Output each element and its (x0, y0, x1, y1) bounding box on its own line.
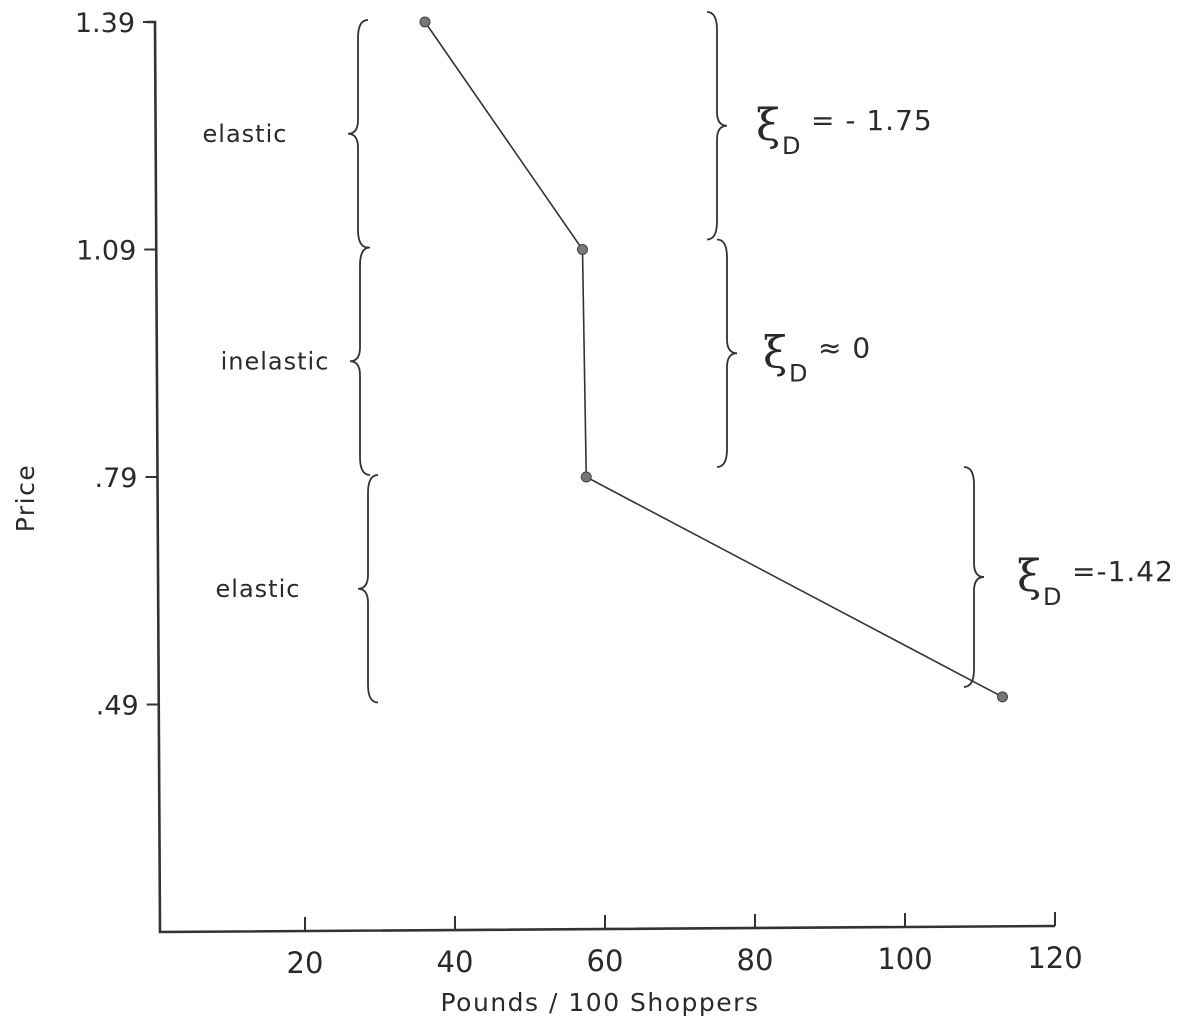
subscript-d: D (789, 359, 807, 387)
subscript-d: D (782, 132, 800, 160)
region-label: inelastic (221, 347, 330, 375)
elasticity-brace (706, 11, 728, 241)
axes (147, 20, 1056, 934)
xi-symbol: ξ (1017, 551, 1041, 602)
x-tick-label: 40 (437, 945, 474, 979)
data-point (419, 16, 431, 28)
x-tick-label: 100 (877, 942, 932, 976)
y-tick-label: 1.39 (75, 8, 135, 39)
y-axis-title: Price (11, 464, 40, 533)
x-axis-ticks: 20 40 60 80 100 120 (287, 912, 1083, 980)
region-brace (349, 246, 371, 476)
y-tick-label: .79 (95, 463, 138, 494)
elasticity-brace (963, 466, 985, 688)
x-tick-label: 80 (737, 943, 774, 977)
subscript-d: D (1043, 583, 1061, 611)
data-point (577, 244, 588, 255)
region-brace (347, 19, 369, 249)
region-label: elastic (216, 575, 301, 603)
y-tick-label: 1.09 (76, 236, 136, 267)
data-point (997, 691, 1008, 703)
elasticity-value: =-1.42 (1072, 555, 1174, 588)
axis-frame (147, 20, 1056, 934)
data-point (580, 471, 592, 483)
y-axis-ticks: 1.39 1.09 .79 .49 (75, 8, 159, 722)
x-tick-label: 60 (587, 944, 624, 978)
xi-symbol: ξ (756, 100, 780, 151)
xi-symbol: ξ (763, 327, 787, 378)
x-tick-label: 120 (1027, 941, 1082, 975)
x-tick-label: 20 (287, 946, 324, 980)
x-axis-title: Pounds / 100 Shoppers (441, 988, 760, 1017)
elasticity-brace (716, 238, 738, 468)
elasticity-annotations: ξ D= - 1.75ξ D≈ 0ξ D=-1.42 (706, 11, 1174, 688)
region-label: elastic (203, 120, 288, 148)
elasticity-value: = - 1.75 (811, 104, 933, 137)
demand-line (424, 21, 1003, 698)
elasticity-regions: elastic inelastic elastic (203, 19, 379, 704)
y-tick-label: .49 (96, 691, 139, 722)
region-brace (357, 474, 379, 704)
elasticity-value: ≈ 0 (818, 331, 871, 364)
demand-series (419, 16, 1008, 703)
